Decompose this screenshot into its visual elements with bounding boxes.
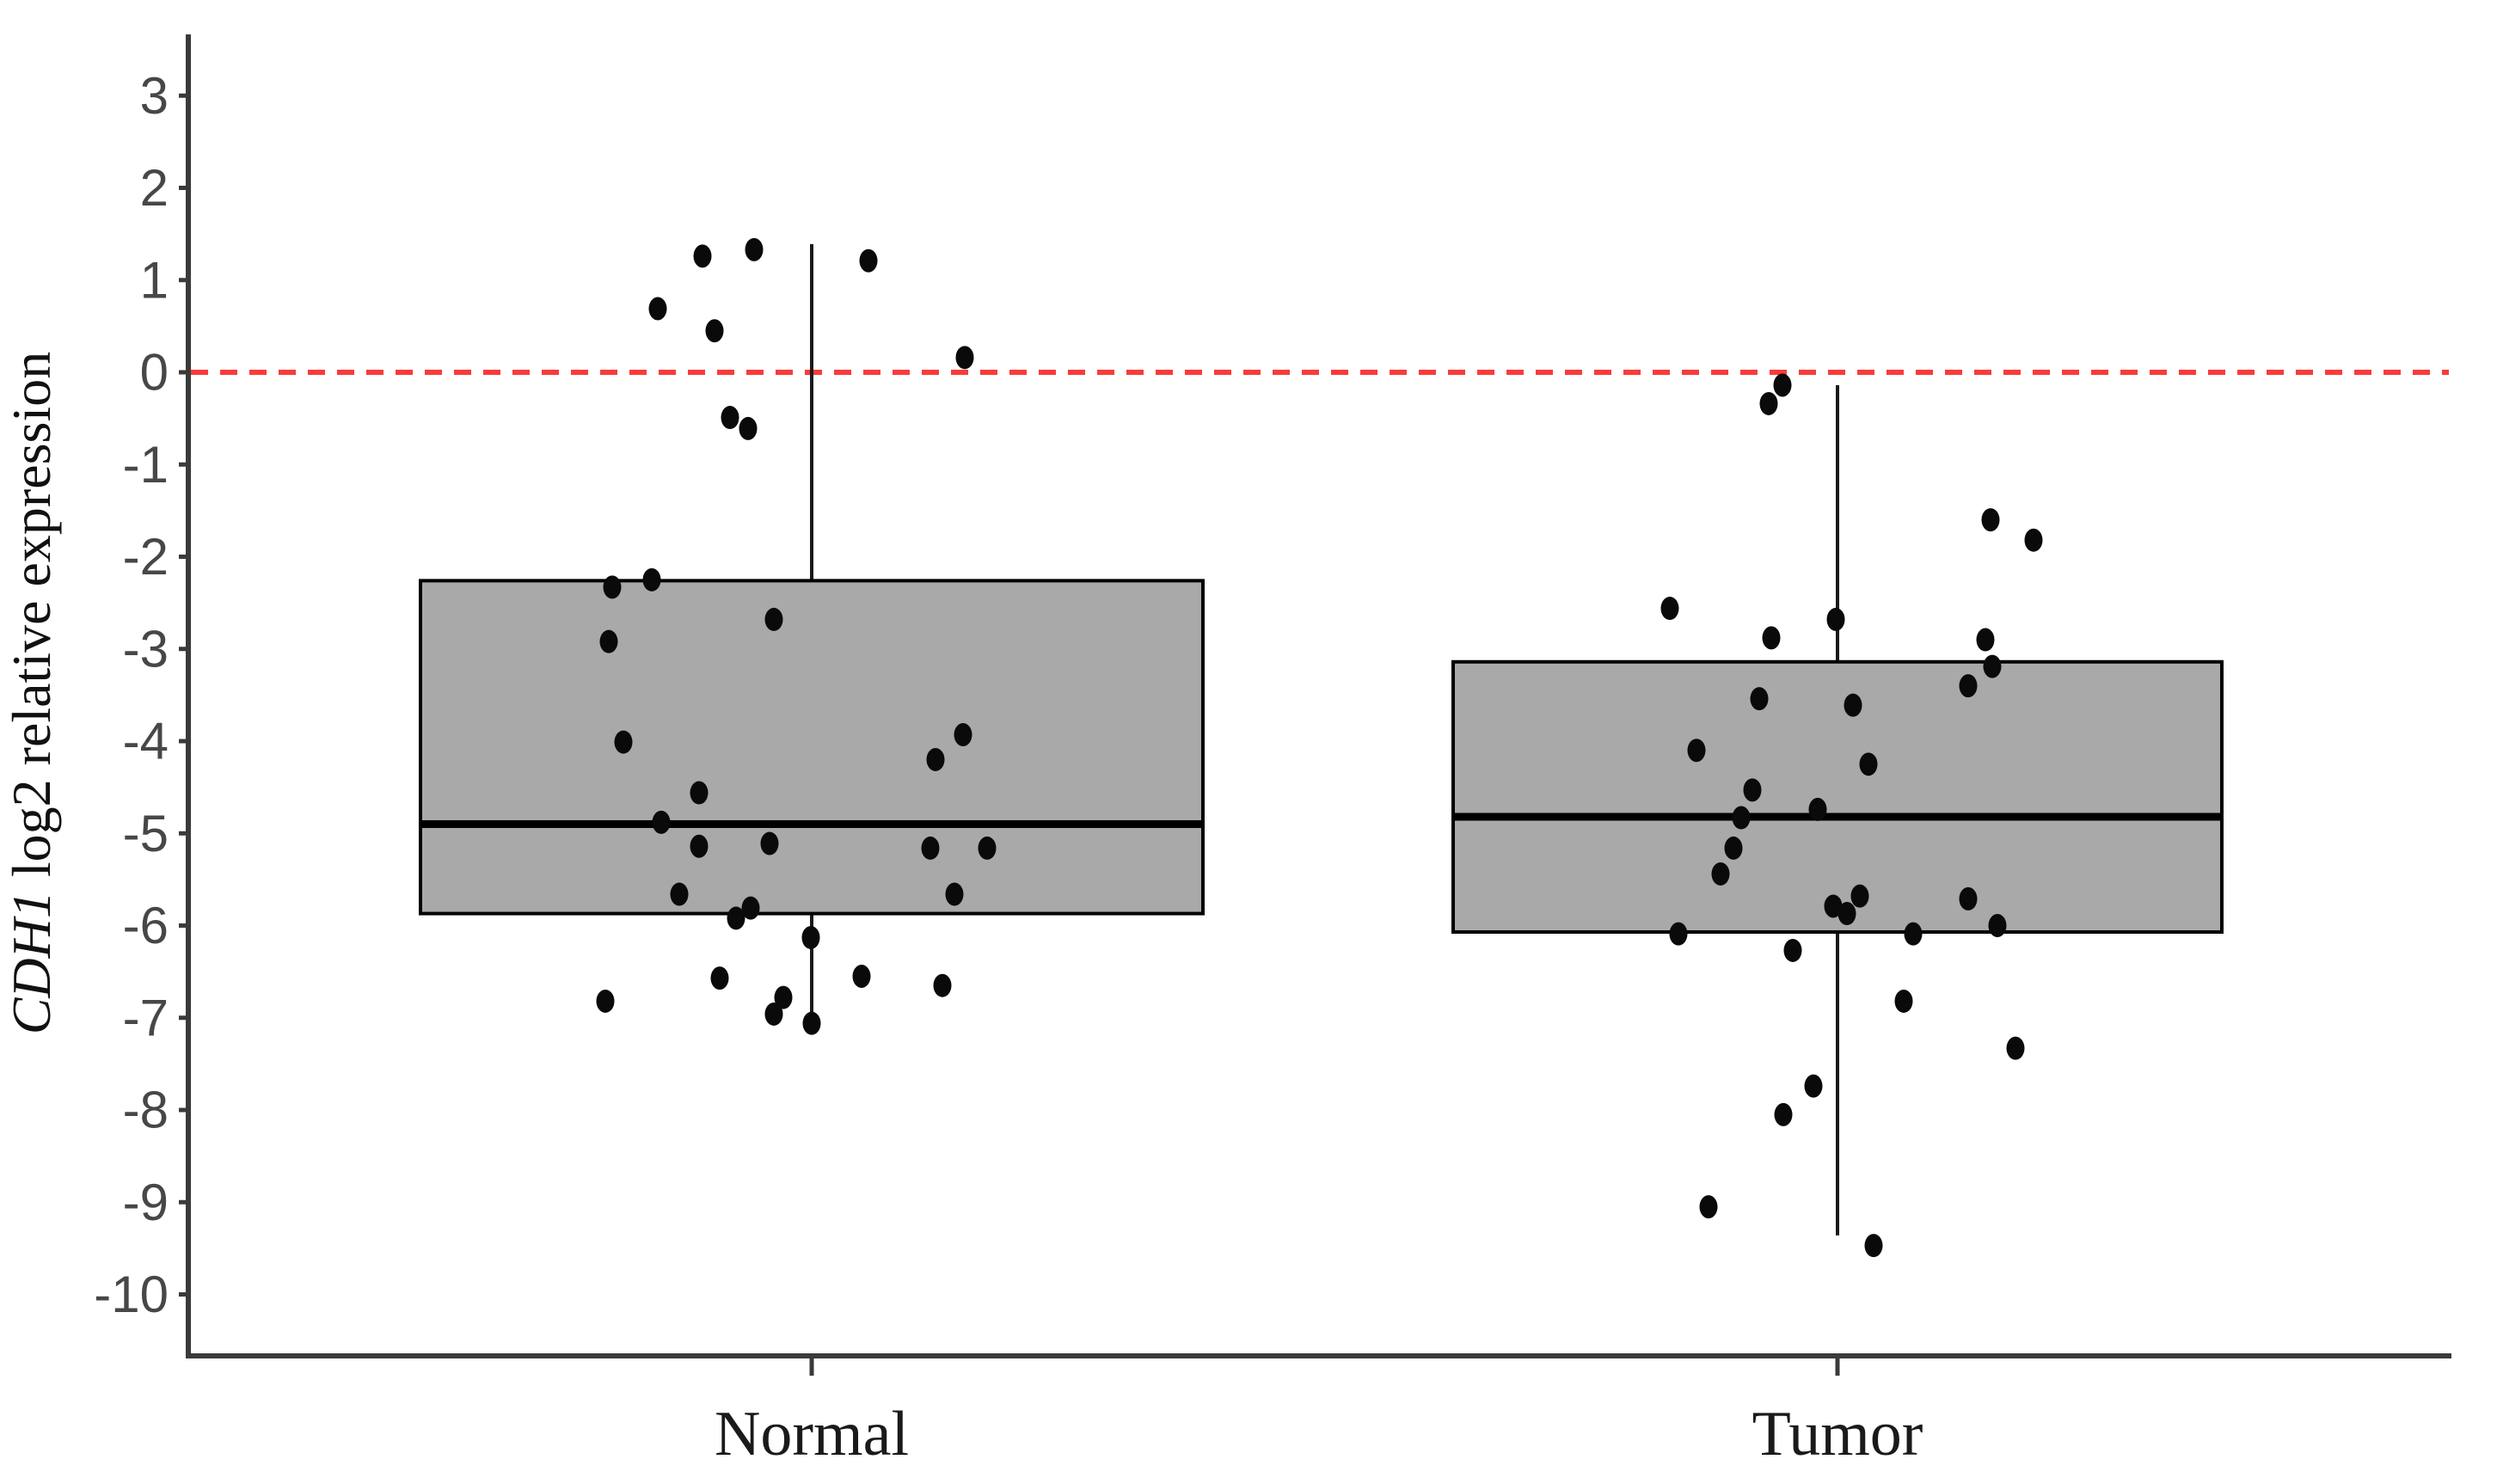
data-point-tumor	[1981, 508, 2000, 532]
data-point-tumor	[2006, 1036, 2025, 1060]
y-tick-label: -7	[123, 989, 169, 1046]
data-point-tumor	[1837, 902, 1856, 926]
data-point-tumor	[1759, 391, 1778, 415]
data-point-normal	[945, 882, 964, 906]
data-point-normal	[721, 406, 739, 430]
data-point-tumor	[1864, 1234, 1883, 1258]
y-tick-label: 0	[140, 344, 169, 402]
data-point-tumor	[1660, 597, 1679, 621]
data-point-normal	[693, 244, 712, 268]
y-tick-label: -2	[123, 528, 169, 586]
data-point-normal	[741, 896, 760, 920]
y-tick-label: -8	[123, 1082, 169, 1139]
data-point-tumor	[1894, 989, 1913, 1013]
y-axis-title: CDH1 log2 relative expression	[1, 352, 62, 1035]
y-tick-label: -1	[123, 436, 169, 494]
data-point-normal	[955, 346, 974, 370]
data-point-tumor	[1824, 894, 1843, 918]
y-tick-label: 3	[140, 67, 169, 125]
data-point-normal	[852, 964, 871, 988]
data-point-tumor	[1732, 806, 1751, 830]
data-point-tumor	[1904, 922, 1923, 946]
data-point-normal	[705, 319, 724, 343]
y-tick-label: -6	[123, 897, 169, 954]
box-normal	[419, 579, 1205, 916]
data-point-tumor	[1988, 914, 2007, 937]
data-point-tumor	[1959, 674, 1978, 698]
data-point-tumor	[1850, 884, 1869, 908]
box-tumor	[1451, 659, 2224, 935]
data-point-normal	[710, 966, 729, 990]
x-category-label-tumor: Tumor	[1752, 1399, 1923, 1469]
data-point-normal	[642, 567, 661, 592]
data-point-normal	[690, 834, 709, 858]
data-point-normal	[801, 925, 820, 949]
data-point-normal	[603, 575, 622, 599]
data-point-normal	[802, 1011, 821, 1035]
data-point-normal	[739, 416, 758, 440]
y-tick-label: -9	[123, 1174, 169, 1231]
data-point-normal	[652, 810, 671, 834]
data-point-normal	[978, 836, 997, 860]
y-axis-title-gene: CDH1	[1, 891, 62, 1034]
data-point-tumor	[1711, 862, 1730, 886]
data-point-tumor	[1669, 922, 1688, 946]
data-point-normal	[760, 831, 779, 855]
data-point-normal	[614, 730, 633, 754]
data-point-normal	[648, 297, 667, 321]
data-point-tumor	[1724, 836, 1743, 860]
data-point-tumor	[1762, 626, 1781, 650]
data-point-tumor	[2024, 528, 2043, 552]
data-point-tumor	[1808, 797, 1827, 821]
data-point-tumor	[1983, 654, 2002, 678]
data-point-normal	[727, 906, 745, 930]
y-tick-label: -3	[123, 620, 169, 678]
data-point-tumor	[1959, 886, 1978, 911]
data-point-normal	[921, 836, 940, 860]
data-point-tumor	[1783, 938, 1802, 962]
data-point-normal	[690, 781, 709, 805]
data-point-normal	[774, 985, 793, 1009]
data-point-tumor	[1687, 739, 1706, 763]
data-point-normal	[599, 629, 618, 653]
data-point-tumor	[1743, 778, 1762, 802]
data-point-normal	[926, 747, 945, 771]
y-tick-label: -10	[94, 1266, 169, 1323]
y-tick-label: 1	[140, 251, 169, 309]
y-tick-label: -4	[123, 713, 169, 770]
data-point-tumor	[1773, 373, 1792, 397]
data-point-normal	[764, 607, 783, 631]
data-point-normal	[670, 882, 689, 906]
data-point-normal	[933, 973, 952, 997]
y-axis-title-rest: log2 relative expression	[1, 352, 62, 891]
data-point-tumor	[1699, 1195, 1718, 1219]
data-point-tumor	[1774, 1102, 1793, 1126]
data-point-normal	[596, 989, 615, 1013]
data-point-tumor	[1859, 752, 1878, 776]
data-point-tumor	[1976, 628, 1995, 652]
data-point-tumor	[1826, 607, 1845, 631]
data-point-normal	[859, 248, 878, 273]
data-point-normal	[764, 1002, 783, 1026]
data-point-tumor	[1844, 693, 1862, 717]
data-point-normal	[954, 722, 972, 746]
data-point-tumor	[1804, 1074, 1823, 1098]
data-point-tumor	[1750, 687, 1769, 711]
y-tick-label: 2	[140, 159, 169, 217]
data-point-normal	[745, 237, 764, 261]
x-category-label-normal: Normal	[715, 1399, 909, 1469]
y-tick-label: -5	[123, 805, 169, 862]
